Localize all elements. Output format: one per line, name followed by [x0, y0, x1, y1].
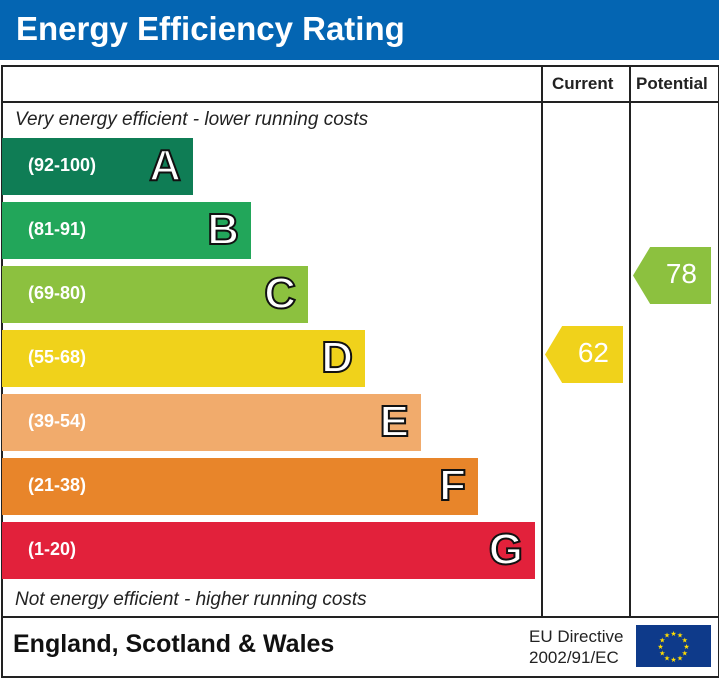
band-range: (39-54)	[28, 411, 87, 431]
svg-text:★: ★	[677, 654, 683, 662]
column-current: Current	[552, 74, 614, 93]
directive-number: 2002/91/EC	[529, 648, 619, 667]
svg-text:★: ★	[670, 630, 676, 638]
band-range: (69-80)	[28, 283, 87, 303]
bottom-note: Not energy efficient - higher running co…	[15, 589, 367, 610]
region-label: England, Scotland & Wales	[13, 630, 335, 658]
band-letter: F	[438, 460, 467, 511]
divider	[1, 101, 718, 103]
band-letter: D	[320, 332, 354, 383]
divider	[1, 616, 718, 618]
column-potential: Potential	[636, 74, 708, 93]
svg-text:★: ★	[670, 656, 676, 664]
band-c: (69-80) C	[2, 266, 308, 323]
band-b: (81-91) B	[2, 202, 251, 259]
top-note: Very energy efficient - lower running co…	[15, 109, 369, 130]
band-range: (55-68)	[28, 347, 87, 367]
divider	[629, 65, 631, 618]
chart-title: Energy Efficiency Rating	[16, 10, 405, 47]
band-letter: B	[206, 204, 240, 255]
potential-rating-arrow: 78	[633, 247, 711, 304]
svg-text:★: ★	[657, 643, 663, 651]
current-rating-value: 62	[577, 337, 609, 368]
band-range: (92-100)	[28, 155, 97, 175]
svg-text:★: ★	[682, 637, 688, 645]
potential-rating-value: 78	[665, 258, 697, 289]
current-rating-arrow: 62	[545, 326, 623, 383]
svg-text:★: ★	[664, 654, 670, 662]
svg-text:★: ★	[682, 650, 688, 658]
divider	[541, 65, 543, 618]
eu-flag-icon: ★ ★★★★★★★★★★★	[636, 625, 711, 667]
band-f: (21-38) F	[2, 458, 478, 515]
band-d: (55-68) D	[2, 330, 365, 387]
band-letter: A	[148, 140, 182, 191]
band-letter: C	[263, 268, 297, 319]
band-a: (92-100) A	[2, 138, 193, 195]
svg-text:★: ★	[677, 632, 683, 640]
svg-text:★: ★	[683, 643, 689, 651]
band-e: (39-54) E	[2, 394, 421, 451]
svg-text:★: ★	[659, 650, 665, 658]
band-range: (21-38)	[28, 475, 87, 495]
band-range: (1-20)	[28, 539, 77, 559]
band-letter: E	[379, 396, 410, 447]
band-letter: G	[488, 524, 524, 575]
band-g: (1-20) G	[2, 522, 535, 579]
svg-text:★: ★	[664, 632, 670, 640]
header-banner: Energy Efficiency Rating	[0, 0, 719, 60]
svg-text:★: ★	[659, 637, 665, 645]
directive-label: EU Directive	[529, 627, 624, 646]
band-range: (81-91)	[28, 219, 87, 239]
